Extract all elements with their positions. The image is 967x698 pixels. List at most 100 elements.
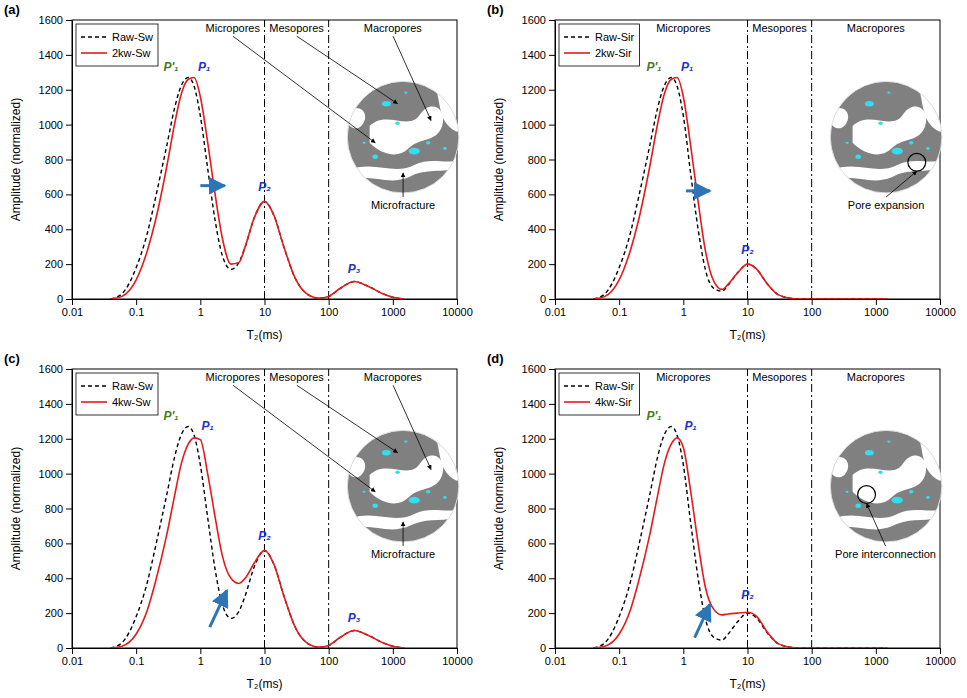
micropore xyxy=(404,440,407,442)
y-axis-title: Amplitude (normalized) xyxy=(492,98,506,221)
shift-arrow xyxy=(210,590,227,627)
y-tick-label: 0 xyxy=(57,293,63,305)
micropore xyxy=(382,450,391,456)
x-tick-label: 1 xyxy=(198,306,204,318)
y-tick-mark xyxy=(66,194,72,195)
panel: (d)0.010.1110100100010000020040060080010… xyxy=(487,351,956,691)
series-line xyxy=(594,78,888,299)
micropore xyxy=(892,497,903,504)
peak-label: P₃ xyxy=(348,262,361,276)
y-tick: 1000 xyxy=(522,119,555,131)
inset-label: Pore interconnection xyxy=(835,548,936,560)
legend-swatch xyxy=(81,385,107,387)
legend-swatch xyxy=(564,401,590,403)
x-tick-mark xyxy=(748,299,749,305)
region-label: Mesopores xyxy=(269,22,324,34)
x-tick: 1000 xyxy=(864,648,888,667)
series-lines xyxy=(111,78,405,299)
series-lines xyxy=(111,427,405,648)
y-tick: 0 xyxy=(540,642,555,654)
y-tick-mark xyxy=(66,648,72,649)
y-tick-label: 200 xyxy=(528,258,546,270)
peak-label: P₁ xyxy=(681,60,693,74)
legend-box xyxy=(559,373,639,415)
x-tick: 0.1 xyxy=(612,299,627,318)
pore xyxy=(830,108,848,128)
legend-label: 4kw-Sir xyxy=(595,396,632,408)
y-tick-label: 1600 xyxy=(522,14,546,26)
y-tick: 400 xyxy=(528,223,555,235)
y-tick: 1000 xyxy=(522,468,555,480)
x-tick-mark xyxy=(812,648,813,654)
y-tick: 600 xyxy=(45,188,72,200)
micropore xyxy=(443,496,446,499)
x-tick: 0.01 xyxy=(62,299,83,318)
y-tick: 1400 xyxy=(522,398,555,410)
shift-arrow xyxy=(200,184,224,187)
x-tick-mark xyxy=(72,648,73,654)
y-tick: 1400 xyxy=(522,49,555,61)
y-tick-label: 800 xyxy=(528,154,546,166)
pointer-arrow xyxy=(886,171,917,197)
y-axis-title: Amplitude (normalized) xyxy=(9,98,23,221)
micropore xyxy=(892,148,903,155)
y-tick-mark xyxy=(549,474,555,475)
y-tick-label: 400 xyxy=(45,572,63,584)
peak-label: P₂ xyxy=(741,243,754,257)
legend-label: Raw-Sir xyxy=(595,380,634,392)
y-axis: 02004006008001000120014001600 xyxy=(39,363,73,654)
x-tick-label: 1000 xyxy=(381,306,405,318)
y-tick-label: 1000 xyxy=(522,468,546,480)
micropore xyxy=(878,471,882,474)
x-tick-mark xyxy=(876,299,877,305)
y-tick-label: 0 xyxy=(57,642,63,654)
region-label: Micropores xyxy=(656,371,711,383)
y-tick-label: 200 xyxy=(45,607,63,619)
micropore xyxy=(909,141,913,144)
y-tick: 1200 xyxy=(522,84,555,96)
peak-label: P₂ xyxy=(258,529,271,543)
x-tick: 1 xyxy=(198,648,204,667)
micropore xyxy=(887,91,890,93)
micropore xyxy=(909,490,913,493)
y-tick: 1000 xyxy=(39,468,72,480)
micropore xyxy=(926,147,929,150)
legend-box xyxy=(559,24,639,66)
pore xyxy=(434,81,459,131)
region-label: Mesopores xyxy=(269,371,324,383)
y-axis: 02004006008001000120014001600 xyxy=(39,14,73,305)
region-label: Macropores xyxy=(364,22,423,34)
y-tick-mark xyxy=(549,543,555,544)
y-axis: 02004006008001000120014001600 xyxy=(522,14,556,305)
plot: 0.010.1110100100010000020040060080010001… xyxy=(492,14,956,342)
x-tick-label: 100 xyxy=(320,655,338,667)
y-tick: 1600 xyxy=(522,14,555,26)
series-line xyxy=(111,78,405,299)
x-tick-label: 100 xyxy=(803,655,821,667)
figure: (a)0.010.1110100100010000020040060080010… xyxy=(0,0,967,698)
y-tick-label: 1000 xyxy=(522,119,546,131)
legend-label: Raw-Sw xyxy=(112,31,153,43)
x-tick: 10000 xyxy=(925,299,956,318)
y-axis: 02004006008001000120014001600 xyxy=(522,363,556,654)
y-tick: 400 xyxy=(45,223,72,235)
micropore xyxy=(362,491,365,493)
x-tick-label: 10 xyxy=(742,306,754,318)
inset-label: Pore expansion xyxy=(848,199,924,211)
x-tick-label: 10000 xyxy=(442,306,473,318)
x-tick-mark xyxy=(457,299,458,305)
x-tick-mark xyxy=(265,299,266,305)
inset-label: Microfracture xyxy=(371,548,435,560)
y-tick-label: 1400 xyxy=(522,398,546,410)
pore xyxy=(830,457,848,477)
y-tick-mark xyxy=(549,125,555,126)
micropore xyxy=(395,122,399,125)
series-line xyxy=(111,438,405,648)
micropore xyxy=(409,497,420,504)
legend-swatch xyxy=(564,52,590,54)
pointer-arrow xyxy=(393,36,431,120)
x-tick-label: 10000 xyxy=(925,655,956,667)
region-divider xyxy=(264,20,265,299)
pore-schematic xyxy=(830,81,942,193)
y-tick-mark xyxy=(66,229,72,230)
